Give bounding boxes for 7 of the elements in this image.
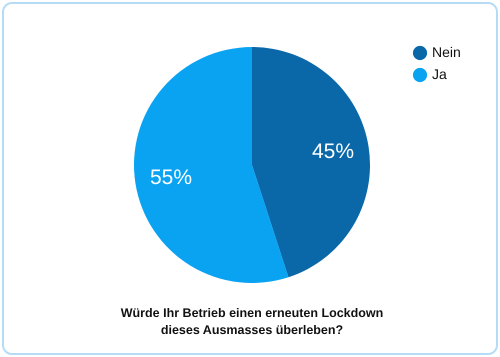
pie-slice [252,47,370,278]
legend-label: Nein [432,44,461,60]
pie-slice [134,47,288,283]
data-label: 55% [150,166,192,189]
legend-label: Ja [432,66,447,82]
text: Würde Ihr Betrieb einen erneuten Lockdown dieses Ausmasses überleben? [120,306,384,337]
data-label: 45% [312,140,354,164]
